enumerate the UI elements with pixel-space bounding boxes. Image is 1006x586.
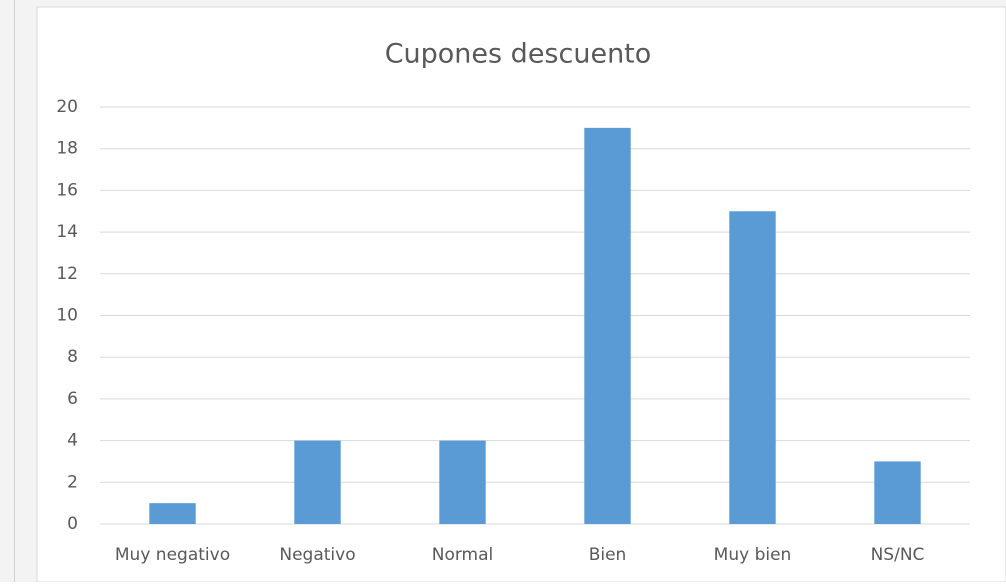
y-tick-label: 0 bbox=[67, 514, 78, 534]
bar bbox=[149, 503, 196, 524]
bar bbox=[874, 461, 921, 524]
x-tick-label: Normal bbox=[432, 545, 494, 565]
x-tick-label: NS/NC bbox=[871, 545, 925, 565]
bar bbox=[729, 211, 776, 524]
y-tick-label: 2 bbox=[67, 472, 78, 492]
y-tick-label: 8 bbox=[67, 347, 78, 367]
x-tick-label: Muy bien bbox=[714, 545, 792, 565]
chart-area bbox=[36, 6, 1006, 583]
y-tick-label: 20 bbox=[56, 97, 78, 117]
y-tick-label: 4 bbox=[67, 431, 78, 451]
bar bbox=[439, 440, 486, 524]
chart-title: Cupones descuento bbox=[385, 39, 652, 70]
y-tick-label: 10 bbox=[56, 306, 78, 326]
y-tick-label: 6 bbox=[67, 389, 78, 409]
y-tick-label: 18 bbox=[56, 139, 78, 159]
left-edge bbox=[14, 0, 15, 582]
x-tick-label: Muy negativo bbox=[115, 545, 230, 565]
y-tick-label: 12 bbox=[56, 264, 78, 284]
x-tick-label: Bien bbox=[589, 545, 627, 565]
y-tick-label: 14 bbox=[56, 222, 78, 242]
bar bbox=[584, 127, 631, 524]
y-tick-label: 16 bbox=[56, 180, 78, 200]
x-tick-label: Negativo bbox=[279, 545, 355, 565]
bar bbox=[294, 440, 341, 524]
